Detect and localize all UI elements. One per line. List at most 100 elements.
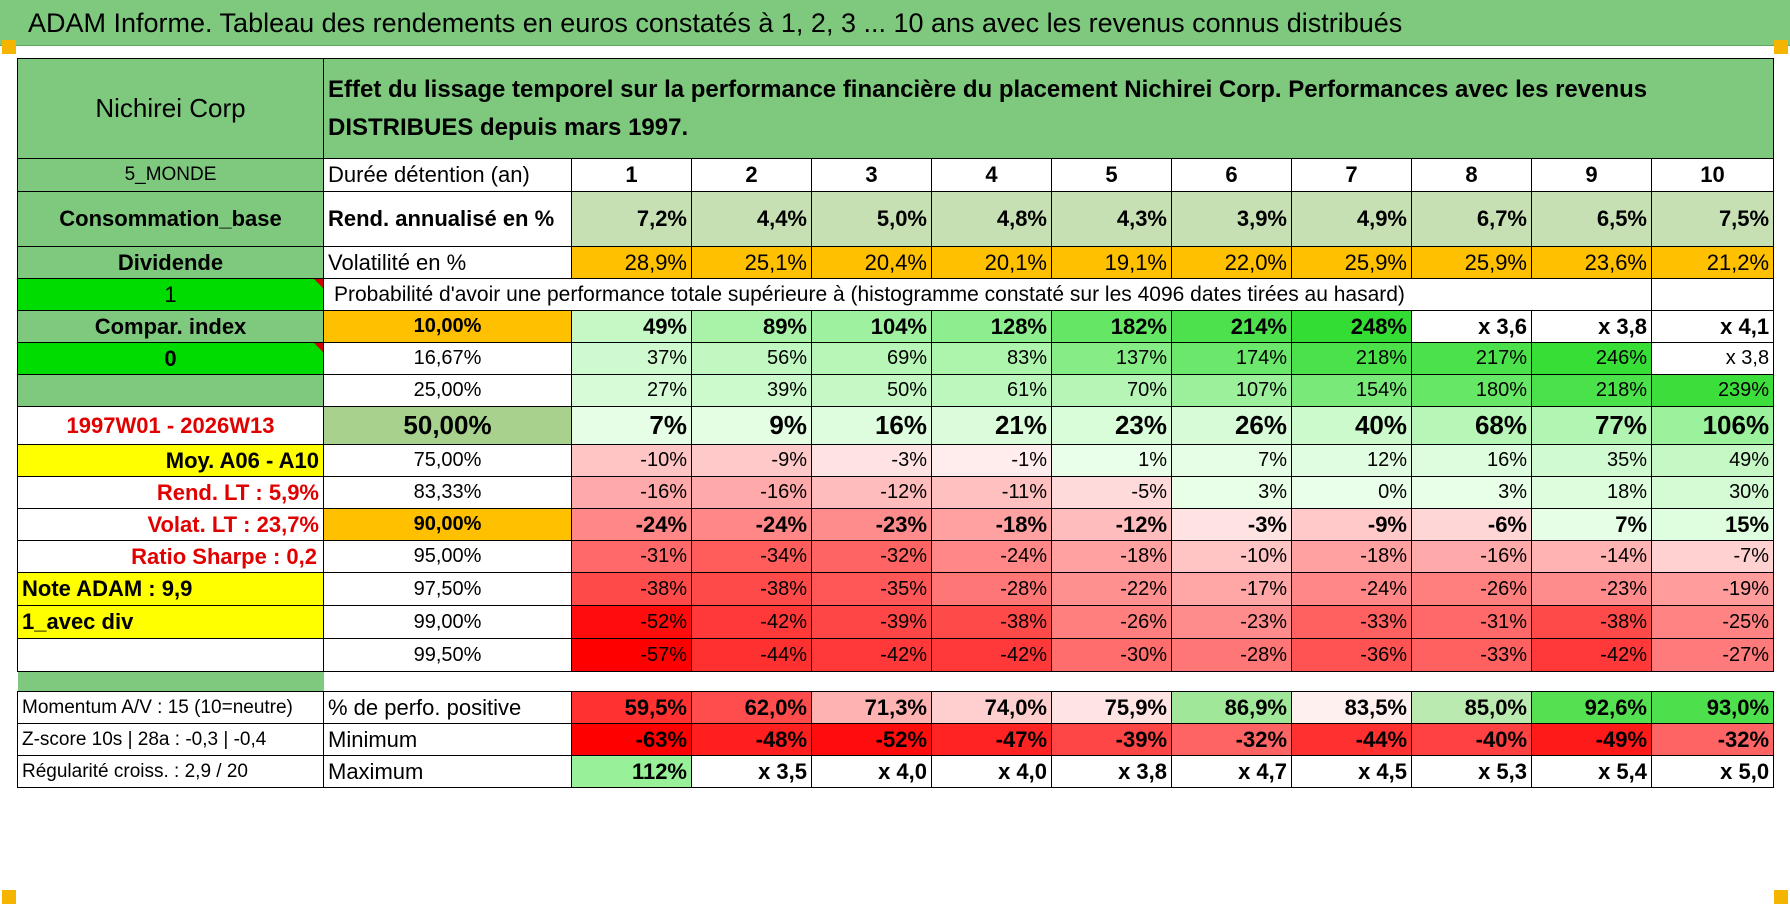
pos-value: 75,9% bbox=[1051, 691, 1172, 724]
max-value: x 5,4 bbox=[1531, 755, 1652, 788]
prob-value: 70% bbox=[1051, 374, 1172, 407]
prob-value: 246% bbox=[1531, 342, 1652, 375]
max-value: x 4,0 bbox=[931, 755, 1052, 788]
prob-value: 37% bbox=[571, 342, 692, 375]
duration-header: 4 bbox=[931, 158, 1052, 192]
vol-value: 21,2% bbox=[1650, 246, 1775, 279]
compar-label: Compar. index bbox=[17, 310, 324, 343]
prob-value: -19% bbox=[1650, 572, 1775, 606]
prob-value: -17% bbox=[1171, 572, 1292, 606]
pos-value: 83,5% bbox=[1291, 691, 1412, 724]
corner-marker bbox=[2, 40, 16, 54]
zscore-label: Z-score 10s | 28a : -0,3 | -0,4 bbox=[17, 723, 324, 756]
prob-value: 69% bbox=[811, 342, 932, 375]
min-value: -40% bbox=[1411, 723, 1532, 756]
prob-value: -28% bbox=[1171, 638, 1292, 672]
prob-value: 137% bbox=[1051, 342, 1172, 375]
description-row: Nichirei Corp Effet du lissage temporel s… bbox=[17, 58, 1775, 159]
prob-value: -16% bbox=[691, 476, 812, 509]
max-value: x 3,8 bbox=[1051, 755, 1172, 788]
min-value: -48% bbox=[691, 723, 812, 756]
prob-value: 50% bbox=[811, 374, 932, 407]
prob-value: 104% bbox=[811, 310, 932, 343]
prob-value: -11% bbox=[931, 476, 1052, 509]
prob-value: -23% bbox=[811, 508, 932, 541]
prob-value: -18% bbox=[1291, 540, 1412, 573]
durations-label: Durée détention (an) bbox=[323, 158, 572, 192]
prob-value: -42% bbox=[691, 605, 812, 639]
vol-label: Volatilité en % bbox=[323, 246, 572, 279]
prob-value: -52% bbox=[571, 605, 692, 639]
pos-value: 62,0% bbox=[691, 691, 812, 724]
rend-value: 7,2% bbox=[571, 191, 692, 247]
min-value: -44% bbox=[1291, 723, 1412, 756]
vol-value: 25,1% bbox=[691, 246, 812, 279]
prob-row: Note ADAM : 9,9 97,50% -38% -38% -35% -28% -22… bbox=[17, 572, 1775, 606]
rend-value: 4,3% bbox=[1051, 191, 1172, 247]
blank-green bbox=[17, 374, 324, 407]
vol-value: 20,1% bbox=[931, 246, 1052, 279]
min-value: -32% bbox=[1650, 723, 1775, 756]
prob-value: -39% bbox=[811, 605, 932, 639]
gap-blank bbox=[324, 672, 1774, 692]
prob-row: Volat. LT : 23,7% 90,00% -24% -24% -23% -18% -… bbox=[17, 508, 1775, 541]
threshold-value: 99,00% bbox=[323, 605, 572, 639]
sector-label: Consommation_base bbox=[17, 191, 324, 247]
prob-value: -24% bbox=[1291, 572, 1412, 606]
vol-value: 28,9% bbox=[571, 246, 692, 279]
duration-header: 5 bbox=[1051, 158, 1172, 192]
prob-row: 25,00% 27% 39% 50% 61% 70% 107% 154% 180% 218% 239… bbox=[17, 374, 1775, 407]
prob-value: -42% bbox=[811, 638, 932, 672]
rend-value: 6,5% bbox=[1531, 191, 1652, 247]
pos-value: 74,0% bbox=[931, 691, 1052, 724]
pos-value: 71,3% bbox=[811, 691, 932, 724]
table-description: Effet du lissage temporel sur la perform… bbox=[322, 58, 1775, 159]
one-value: 1 bbox=[17, 278, 324, 311]
threshold-value: 50,00% bbox=[323, 406, 572, 445]
pos-value: 86,9% bbox=[1171, 691, 1292, 724]
prob-value: -32% bbox=[811, 540, 932, 573]
positive-row: Momentum A/V : 15 (10=neutre)% de perfo.… bbox=[17, 691, 1775, 724]
volat-lt: Volat. LT : 23,7% bbox=[17, 508, 324, 541]
duration-header: 7 bbox=[1291, 158, 1412, 192]
prob-value: -3% bbox=[811, 444, 932, 477]
max-value: x 5,0 bbox=[1650, 755, 1775, 788]
performance-table: Nichirei Corp Effet du lissage temporel s… bbox=[17, 58, 1775, 788]
prob-value: -16% bbox=[1411, 540, 1532, 573]
min-value: -63% bbox=[571, 723, 692, 756]
prob-value: -5% bbox=[1051, 476, 1172, 509]
prob-value: -26% bbox=[1411, 572, 1532, 606]
prob-value: -10% bbox=[571, 444, 692, 477]
prob-value: 248% bbox=[1291, 310, 1412, 343]
vol-value: 19,1% bbox=[1051, 246, 1172, 279]
max-label: Maximum bbox=[323, 755, 572, 788]
prob-value: -38% bbox=[691, 572, 812, 606]
prob-value: x 3,8 bbox=[1650, 342, 1775, 375]
prob-value: 27% bbox=[571, 374, 692, 407]
pos-label: % de perfo. positive bbox=[323, 691, 572, 724]
prob-value: 39% bbox=[691, 374, 812, 407]
prob-title: Probabilité d'avoir une performance tota… bbox=[323, 278, 1652, 311]
prob-value: 83% bbox=[931, 342, 1052, 375]
prob-value: -18% bbox=[1051, 540, 1172, 573]
duration-header: 3 bbox=[811, 158, 932, 192]
prob-value: -42% bbox=[1531, 638, 1652, 672]
threshold-value: 75,00% bbox=[323, 444, 572, 477]
sharpe-ratio: Ratio Sharpe : 0,2 bbox=[17, 540, 324, 573]
vol-value: 22,0% bbox=[1171, 246, 1292, 279]
prob-value: -23% bbox=[1531, 572, 1652, 606]
prob-value: -7% bbox=[1650, 540, 1775, 573]
rend-value: 6,7% bbox=[1411, 191, 1532, 247]
prob-row: 1997W01 - 2026W13 50,00% 7% 9% 16% 21% 23% 26% 4… bbox=[17, 406, 1775, 445]
rend-value: 3,9% bbox=[1171, 191, 1292, 247]
prob-value: -27% bbox=[1650, 638, 1775, 672]
rend-lt: Rend. LT : 5,9% bbox=[17, 476, 324, 509]
pos-value: 85,0% bbox=[1411, 691, 1532, 724]
prob-value: -9% bbox=[1291, 508, 1412, 541]
duration-header: 2 bbox=[691, 158, 812, 192]
prob-value: x 3,8 bbox=[1531, 310, 1652, 343]
gap-row bbox=[17, 671, 1774, 692]
corner-marker bbox=[1774, 890, 1788, 904]
prob-value: 218% bbox=[1531, 374, 1652, 407]
prob-value: -33% bbox=[1411, 638, 1532, 672]
